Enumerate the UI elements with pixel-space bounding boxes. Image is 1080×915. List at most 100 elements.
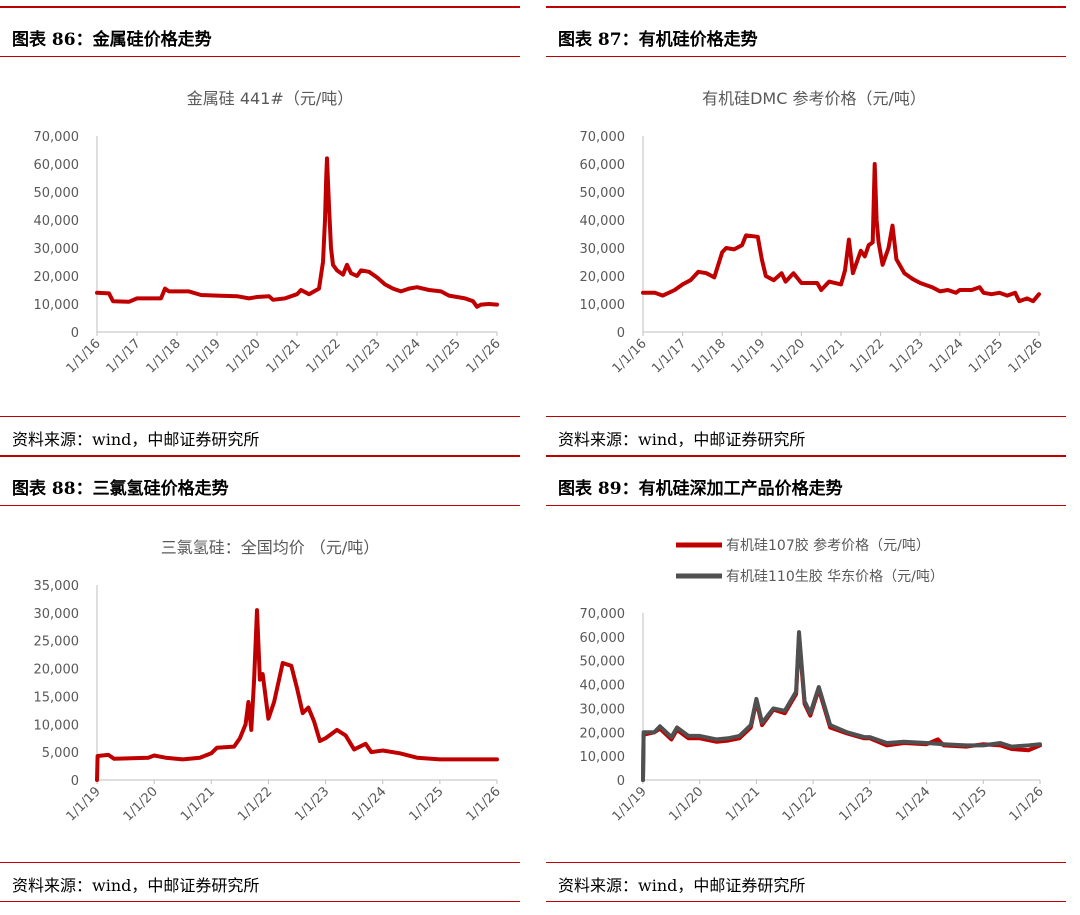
y-tick-label: 30,000 (580, 242, 626, 257)
panel-header-label: 图表 89：有机硅深加工产品价格走势 (558, 479, 843, 499)
series-line-2 (641, 630, 1042, 782)
y-tick-label: 30,000 (580, 702, 626, 717)
x-tick-label: 1/1/26 (464, 784, 504, 824)
x-tick-label: 1/1/18 (144, 336, 184, 376)
panel-header-label: 图表 88：三氯氢硅价格走势 (12, 479, 229, 499)
x-tick-label: 1/1/16 (610, 336, 650, 376)
y-tick-label: 0 (617, 326, 625, 341)
source-note: 资料来源：wind，中邮证券研究所 (0, 416, 520, 456)
y-tick-label: 10,000 (34, 298, 80, 313)
panel-header: 图表 88：三氯氢硅价格走势 (0, 455, 520, 506)
y-tick-label: 30,000 (34, 607, 80, 622)
y-tick-label: 10,000 (34, 718, 80, 733)
x-tick-label: 1/1/19 (64, 784, 104, 824)
x-tick-label: 1/1/25 (950, 784, 990, 824)
x-tick-label: 1/1/18 (689, 336, 729, 376)
panel-header: 图表 87：有机硅价格走势 (546, 6, 1066, 57)
x-tick-label: 1/1/20 (224, 336, 264, 376)
x-tick-label: 1/1/22 (304, 336, 344, 376)
x-tick-label: 1/1/22 (235, 784, 275, 824)
chart-metal-silicon: 金属硅 441#（元/吨） 0 10,000 20,000 30,000 40,000 50… (34, 89, 504, 376)
panel-header-label: 图表 86：金属硅价格走势 (12, 30, 212, 50)
x-tick-label: 1/1/24 (384, 336, 424, 376)
y-tick-label: 20,000 (34, 663, 80, 678)
x-tick-label: 1/1/22 (780, 784, 820, 824)
chart-silicone-downstream: 有机硅107胶 参考价格（元/吨） 有机硅110生胶 华东价格（元/吨） 0 10,0… (580, 537, 1047, 824)
x-tick-label: 1/1/26 (1006, 336, 1046, 376)
panel-silicone-downstream: 图表 89：有机硅深加工产品价格走势 有机硅107胶 参考价格（元/吨） 有机硅1… (546, 455, 1080, 910)
x-tick-label: 1/1/21 (264, 336, 304, 376)
x-tick-label: 1/1/21 (808, 336, 848, 376)
y-tick-label: 60,000 (580, 158, 626, 173)
y-tick-label: 50,000 (580, 655, 626, 670)
x-tick-label: 1/1/24 (893, 784, 933, 824)
y-tick-label: 10,000 (580, 750, 626, 765)
source-note: 资料来源：wind，中邮证券研究所 (546, 862, 1066, 902)
y-tick-label: 0 (71, 326, 79, 341)
y-tick-label: 30,000 (34, 242, 80, 257)
series-line-1 (641, 162, 1041, 304)
chart-title: 有机硅DMC 参考价格（元/吨） (702, 89, 926, 108)
series-line-1 (95, 608, 499, 782)
legend-label: 有机硅107胶 参考价格（元/吨） (726, 537, 930, 554)
x-tick-label: 1/1/19 (728, 336, 768, 376)
x-tick-label: 1/1/20 (666, 784, 706, 824)
x-tick-label: 1/1/19 (184, 336, 224, 376)
y-tick-label: 20,000 (580, 726, 626, 741)
y-tick-label: 20,000 (34, 270, 80, 285)
x-tick-label: 1/1/20 (121, 784, 161, 824)
x-tick-label: 1/1/23 (344, 336, 384, 376)
source-note: 资料来源：wind，中邮证券研究所 (0, 862, 520, 902)
series-line-1 (641, 634, 1042, 782)
source-note-text: 资料来源：wind，中邮证券研究所 (558, 430, 806, 449)
x-tick-label: 1/1/21 (178, 784, 218, 824)
x-tick-label: 1/1/24 (926, 336, 966, 376)
x-tick-label: 1/1/22 (847, 336, 887, 376)
x-tick-label: 1/1/26 (464, 336, 504, 376)
y-tick-label: 70,000 (34, 130, 80, 145)
y-tick-label: 0 (71, 774, 79, 789)
x-tick-label: 1/1/25 (966, 336, 1006, 376)
panel-metal-silicon: 图表 86：金属硅价格走势 金属硅 441#（元/吨） 0 10,000 20,000… (0, 6, 540, 461)
y-tick-label: 60,000 (34, 158, 80, 173)
x-tick-label: 1/1/25 (406, 784, 446, 824)
panel-header: 图表 89：有机硅深加工产品价格走势 (546, 455, 1066, 506)
source-note-text: 资料来源：wind，中邮证券研究所 (558, 876, 806, 895)
source-note-text: 资料来源：wind，中邮证券研究所 (12, 876, 260, 895)
y-tick-label: 40,000 (34, 214, 80, 229)
y-tick-label: 20,000 (580, 270, 626, 285)
chart-trichlorosilane: 三氯氢硅：全国均价 （元/吨） 0 5,000 10,000 15,000 20,000 2… (34, 538, 504, 824)
x-tick-label: 1/1/26 (1007, 784, 1047, 824)
series-line-1 (95, 156, 499, 309)
x-tick-label: 1/1/23 (836, 784, 876, 824)
y-tick-label: 60,000 (580, 631, 626, 646)
x-tick-label: 1/1/24 (349, 784, 389, 824)
y-tick-label: 40,000 (580, 214, 626, 229)
source-note-text: 资料来源：wind，中邮证券研究所 (12, 430, 260, 449)
source-note: 资料来源：wind，中邮证券研究所 (546, 416, 1066, 456)
y-tick-label: 25,000 (34, 635, 80, 650)
chart-organic-silicon-dmc: 有机硅DMC 参考价格（元/吨） 0 10,000 20,000 30,000 40,00… (580, 89, 1046, 376)
x-tick-label: 1/1/17 (104, 336, 144, 376)
panel-trichlorosilane: 图表 88：三氯氢硅价格走势 三氯氢硅：全国均价 （元/吨） 0 5,000 10,0… (0, 455, 540, 910)
y-tick-label: 5,000 (42, 746, 79, 761)
legend-label: 有机硅110生胶 华东价格（元/吨） (726, 568, 944, 585)
x-tick-label: 1/1/19 (610, 784, 650, 824)
y-tick-label: 10,000 (580, 298, 626, 313)
x-tick-label: 1/1/25 (424, 336, 464, 376)
y-tick-label: 0 (617, 774, 625, 789)
y-tick-label: 50,000 (34, 186, 80, 201)
x-tick-label: 1/1/17 (649, 336, 689, 376)
x-tick-label: 1/1/23 (292, 784, 332, 824)
y-tick-label: 70,000 (580, 607, 626, 622)
x-tick-label: 1/1/21 (723, 784, 763, 824)
chart-title: 金属硅 441#（元/吨） (187, 89, 353, 108)
y-tick-label: 70,000 (580, 130, 626, 145)
panel-organic-silicon-dmc: 图表 87：有机硅价格走势 有机硅DMC 参考价格（元/吨） 0 10,000 20,… (546, 6, 1080, 461)
y-tick-label: 15,000 (34, 690, 80, 705)
x-tick-label: 1/1/20 (768, 336, 808, 376)
y-tick-label: 40,000 (580, 679, 626, 694)
chart-title: 三氯氢硅：全国均价 （元/吨） (161, 538, 379, 557)
x-tick-label: 1/1/16 (64, 336, 104, 376)
y-tick-label: 50,000 (580, 186, 626, 201)
